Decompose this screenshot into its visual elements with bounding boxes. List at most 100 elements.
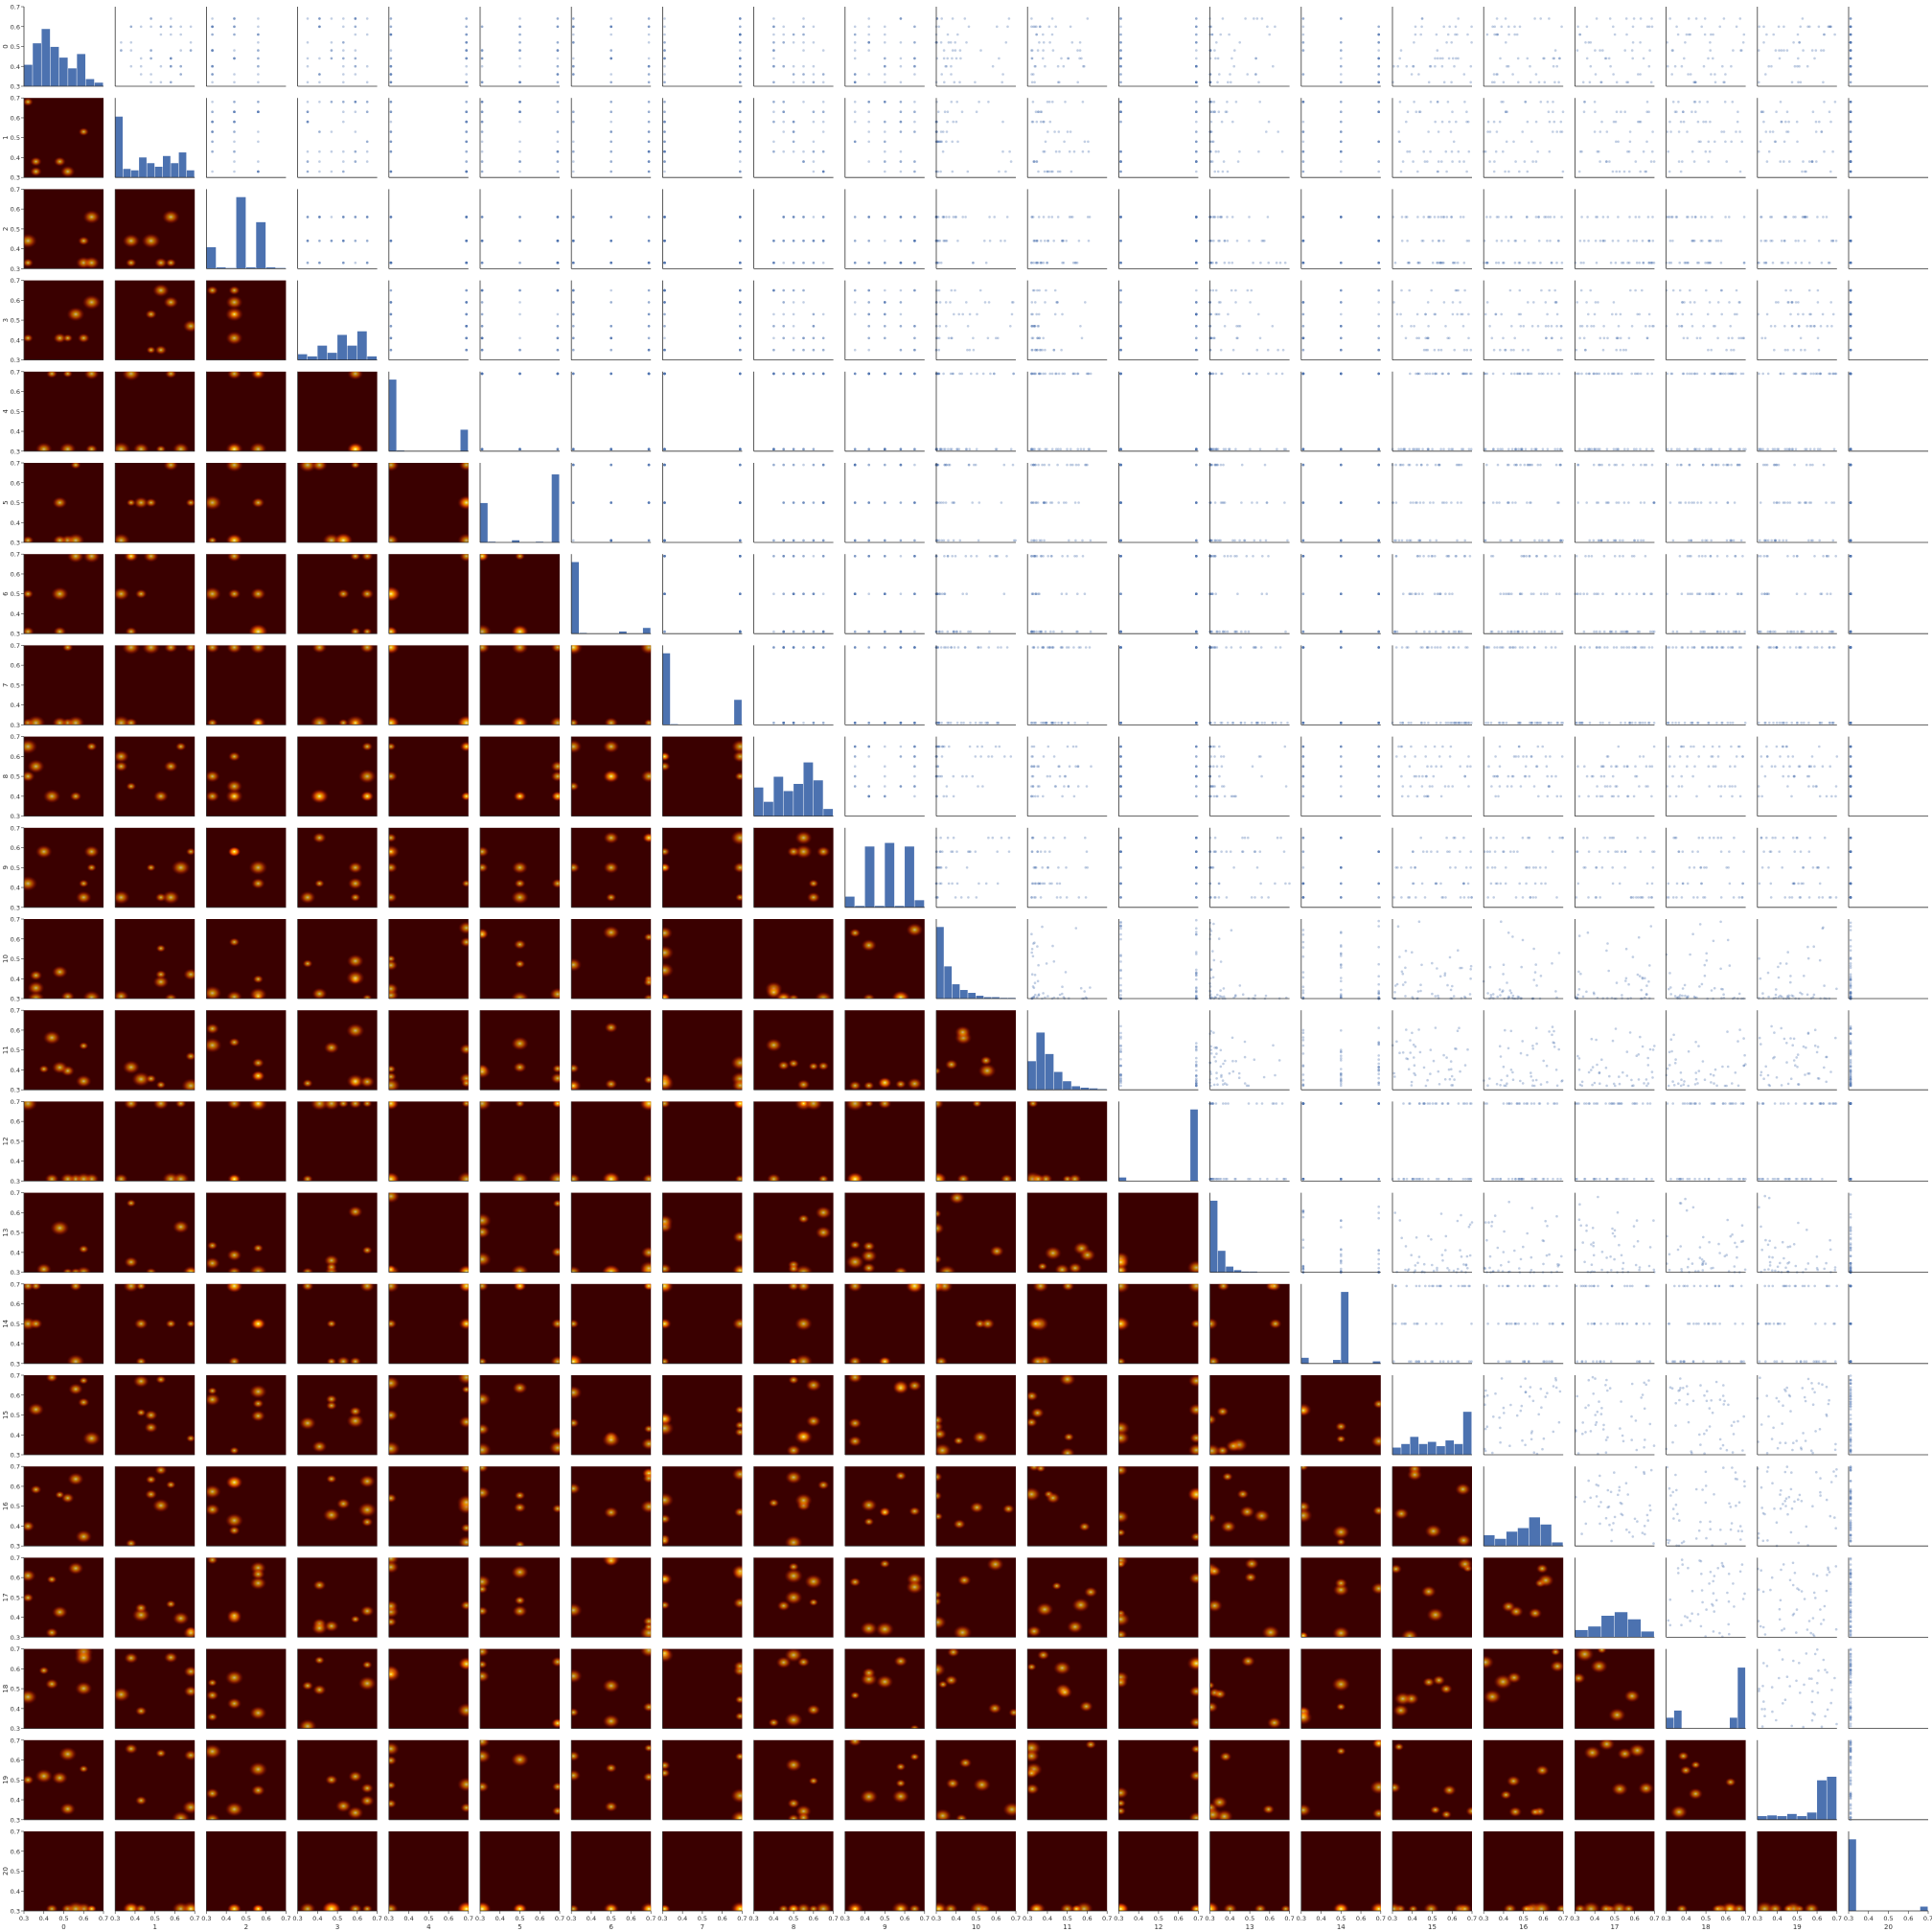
- scatter-point: [975, 110, 978, 113]
- scatter-point: [867, 160, 870, 163]
- scatter-point: [853, 120, 857, 124]
- scatter-point: [812, 240, 816, 242]
- scatter-point: [1031, 348, 1034, 352]
- scatter-point: [1469, 448, 1473, 451]
- scatter-point: [1035, 261, 1038, 264]
- scatter-point: [1377, 33, 1380, 36]
- panel-0-9: [844, 7, 925, 87]
- scatter-point: [1552, 120, 1556, 124]
- scatter-point: [1083, 140, 1087, 144]
- scatter-point: [884, 57, 886, 60]
- scatter-point: [935, 372, 938, 376]
- scatter-point: [1714, 140, 1716, 144]
- scatter-point: [1815, 160, 1818, 163]
- scatter-point: [170, 64, 172, 68]
- scatter-point: [1009, 448, 1013, 451]
- scatter-point: [1231, 120, 1234, 124]
- scatter-point: [1032, 261, 1035, 264]
- scatter-point: [1404, 336, 1408, 340]
- scatter-point: [1451, 57, 1455, 60]
- scatter-point: [1669, 372, 1673, 376]
- scatter-point: [884, 539, 886, 542]
- scatter-point: [663, 80, 666, 84]
- scatter-point: [1622, 170, 1626, 173]
- scatter-point: [945, 140, 948, 144]
- scatter-point: [1340, 110, 1343, 113]
- scatter-point: [1758, 372, 1760, 376]
- scatter-point: [1427, 130, 1430, 133]
- scatter-point: [1578, 240, 1582, 242]
- scatter-point: [1258, 448, 1262, 451]
- scatter-point: [944, 501, 948, 504]
- scatter-point: [1849, 80, 1852, 84]
- scatter-point: [867, 41, 870, 44]
- scatter-point: [1833, 101, 1837, 104]
- scatter-point: [913, 41, 916, 44]
- scatter-point: [480, 57, 484, 60]
- scatter-point: [1849, 336, 1852, 340]
- scatter-point: [1628, 216, 1631, 218]
- scatter-point: [150, 49, 152, 52]
- scatter-point: [480, 57, 484, 60]
- scatter-point: [1453, 348, 1456, 352]
- scatter-point: [610, 17, 612, 20]
- scatter-point: [1757, 261, 1760, 264]
- scatter-point: [1044, 372, 1046, 376]
- scatter-point: [1598, 150, 1600, 153]
- scatter-point: [1429, 64, 1433, 68]
- scatter-point: [389, 80, 393, 84]
- scatter-point: [518, 160, 521, 163]
- scatter-point: [739, 17, 742, 20]
- scatter-point: [1728, 216, 1731, 218]
- scatter-point: [1580, 372, 1583, 376]
- scatter-point: [1046, 240, 1049, 242]
- scatter-point: [812, 463, 816, 467]
- scatter-point: [1576, 25, 1579, 29]
- scatter-point: [1668, 240, 1672, 242]
- scatter-point: [518, 49, 521, 52]
- scatter-point: [1757, 150, 1760, 153]
- scatter-point: [1506, 64, 1508, 68]
- scatter-point: [1234, 288, 1237, 292]
- scatter-point: [772, 41, 775, 44]
- scatter-point: [647, 539, 651, 542]
- scatter-point: [663, 57, 666, 60]
- scatter-point: [1082, 64, 1085, 68]
- scatter-point: [951, 57, 954, 60]
- scatter-point: [739, 41, 742, 44]
- scatter-point: [1540, 288, 1543, 292]
- scatter-point: [1405, 64, 1409, 68]
- scatter-point: [1459, 216, 1462, 218]
- scatter-point: [1558, 57, 1561, 60]
- scatter-point: [1507, 25, 1510, 29]
- density-blob: [154, 345, 168, 356]
- scatter-point: [233, 17, 236, 20]
- scatter-point: [572, 110, 575, 113]
- scatter-point: [739, 261, 742, 264]
- scatter-point: [1644, 448, 1648, 451]
- scatter-point: [952, 120, 954, 124]
- scatter-point: [1680, 325, 1684, 328]
- scatter-point: [365, 17, 369, 20]
- scatter-point: [940, 448, 943, 451]
- scatter-point: [663, 80, 666, 84]
- scatter-point: [1433, 348, 1437, 352]
- scatter-point: [867, 448, 870, 451]
- panel-0-15: [1392, 7, 1473, 87]
- scatter-point: [1377, 25, 1380, 29]
- scatter-point: [739, 25, 742, 29]
- scatter-point: [1834, 240, 1838, 242]
- scatter-point: [981, 372, 985, 376]
- scatter-point: [739, 64, 742, 68]
- scatter-point: [1078, 49, 1082, 52]
- scatter-point: [1399, 312, 1402, 316]
- scatter-point: [1461, 216, 1465, 218]
- scatter-point: [1495, 261, 1498, 264]
- scatter-point: [465, 312, 469, 316]
- scatter-point: [1530, 140, 1533, 144]
- scatter-point: [480, 312, 484, 316]
- scatter-point: [1822, 216, 1825, 218]
- scatter-point: [1047, 25, 1051, 29]
- scatter-point: [947, 336, 951, 340]
- heatmap-bg: [388, 463, 469, 542]
